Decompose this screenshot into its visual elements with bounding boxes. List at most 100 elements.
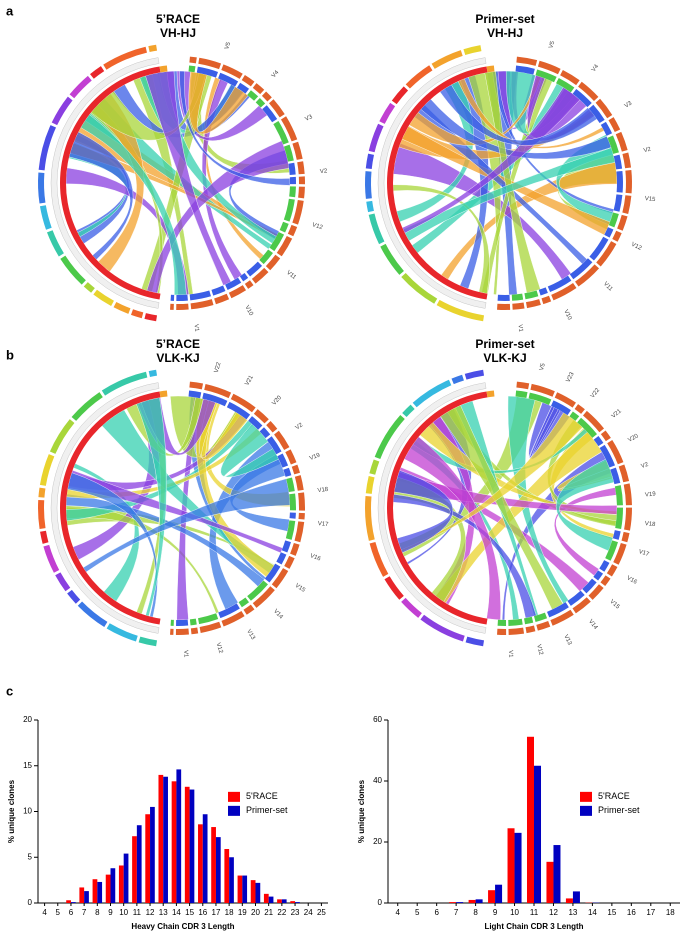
x-tick-label: 7: [454, 908, 459, 917]
y-tick-label: 15: [23, 761, 32, 770]
ring-segment: [369, 459, 379, 474]
segment-label: V5: [539, 362, 547, 371]
x-tick-label: 6: [69, 908, 74, 917]
chord-title: Primer-set: [475, 337, 534, 351]
ring-segment: [114, 302, 131, 314]
chord-subtitle: VLK-KJ: [483, 351, 526, 365]
ring-segment: [256, 98, 265, 108]
bar: [224, 849, 229, 903]
ring-segment: [38, 173, 45, 204]
ring-segment: [289, 493, 296, 510]
x-tick-label: 9: [493, 908, 498, 917]
y-tick-label: 20: [23, 715, 32, 724]
bar: [534, 766, 541, 903]
segment-label: V1: [193, 324, 200, 333]
bar: [251, 880, 256, 903]
x-tick-label: 11: [133, 908, 142, 917]
segment-label: V11: [602, 281, 614, 293]
ring-segment: [266, 421, 277, 432]
ring-segment: [619, 465, 629, 483]
x-tick-label: 5: [56, 908, 61, 917]
bar: [527, 737, 534, 903]
segment-label: V1: [182, 650, 188, 658]
ring-segment: [160, 391, 168, 398]
bar: [172, 781, 177, 903]
y-tick-label: 5: [28, 852, 33, 861]
ring-segment: [512, 294, 523, 301]
segment-label: V12: [311, 222, 324, 231]
ring-segment: [200, 622, 222, 633]
x-tick-label: 11: [530, 908, 539, 917]
ring-segment: [243, 605, 254, 615]
segment-label: V17: [638, 549, 651, 558]
ring-segment: [239, 597, 249, 607]
ring-segment: [170, 629, 174, 635]
bar: [176, 769, 181, 903]
y-tick-label: 0: [28, 898, 33, 907]
chord-subtitle: VH-HJ: [487, 26, 523, 40]
bar: [198, 824, 203, 903]
ring-segment: [402, 405, 414, 417]
x-axis-label: Heavy Chain CDR 3 Length: [131, 922, 234, 931]
x-axis-label: Light Chain CDR 3 Length: [484, 922, 583, 931]
bar: [469, 900, 476, 903]
bar: [163, 777, 168, 903]
segment-label: V2: [640, 462, 649, 470]
bar: [66, 900, 71, 903]
ring-segment: [176, 620, 188, 626]
ring-segment: [144, 313, 157, 321]
ring-segment: [170, 304, 174, 310]
ring-segment: [171, 620, 174, 626]
ring-segment: [292, 142, 302, 160]
bar: [290, 901, 295, 903]
bar: [132, 836, 137, 903]
ring-segment: [67, 590, 80, 604]
segment-label: V16: [626, 575, 639, 586]
segment-label: V21: [611, 408, 624, 420]
bar: [145, 814, 150, 903]
ring-segment: [298, 187, 305, 199]
ring-segment: [290, 177, 296, 184]
ring-segment: [508, 619, 522, 626]
ring-segment: [290, 543, 300, 556]
x-tick-label: 25: [317, 908, 326, 917]
segment-label: V20: [271, 394, 283, 406]
ring-segment: [288, 225, 297, 236]
ring-segment: [487, 391, 495, 398]
y-tick-label: 20: [373, 837, 382, 846]
legend-label: 5'RACE: [246, 791, 278, 801]
bar: [71, 902, 76, 903]
ring-segment: [90, 66, 104, 79]
ring-segment: [366, 201, 374, 212]
ring-segment: [613, 530, 621, 540]
ring-segment: [622, 532, 630, 542]
bar: [238, 876, 243, 903]
segment-label: V3: [304, 114, 314, 123]
x-tick-label: 4: [42, 908, 47, 917]
y-tick-label: 60: [373, 715, 382, 724]
chord-diagram: 5’RACEVLK-KJV22V21V20V2V19V18V17V16V15V1…: [38, 337, 329, 658]
x-tick-label: 9: [108, 908, 113, 917]
bar: [449, 902, 456, 903]
ring-segment: [189, 66, 196, 73]
ring-segment: [624, 483, 632, 505]
ring-segment: [297, 161, 304, 174]
x-tick-label: 17: [646, 908, 655, 917]
ring-segment: [93, 290, 114, 306]
segment-label: V2: [295, 422, 305, 431]
segment-label: V14: [272, 609, 284, 621]
segment-label: V15: [608, 599, 620, 611]
bar: [190, 790, 195, 903]
x-tick-label: 15: [185, 908, 194, 917]
segment-label: V14: [587, 619, 599, 632]
ring-segment: [149, 370, 157, 377]
ring-segment: [497, 629, 506, 635]
legend-label: 5'RACE: [598, 791, 630, 801]
ring-segment: [575, 404, 585, 414]
x-tick-label: 20: [251, 908, 260, 917]
segment-label: V1: [517, 324, 524, 333]
ring-segment: [366, 476, 375, 494]
x-tick-label: 6: [434, 908, 439, 917]
segment-label: V21: [244, 374, 255, 387]
